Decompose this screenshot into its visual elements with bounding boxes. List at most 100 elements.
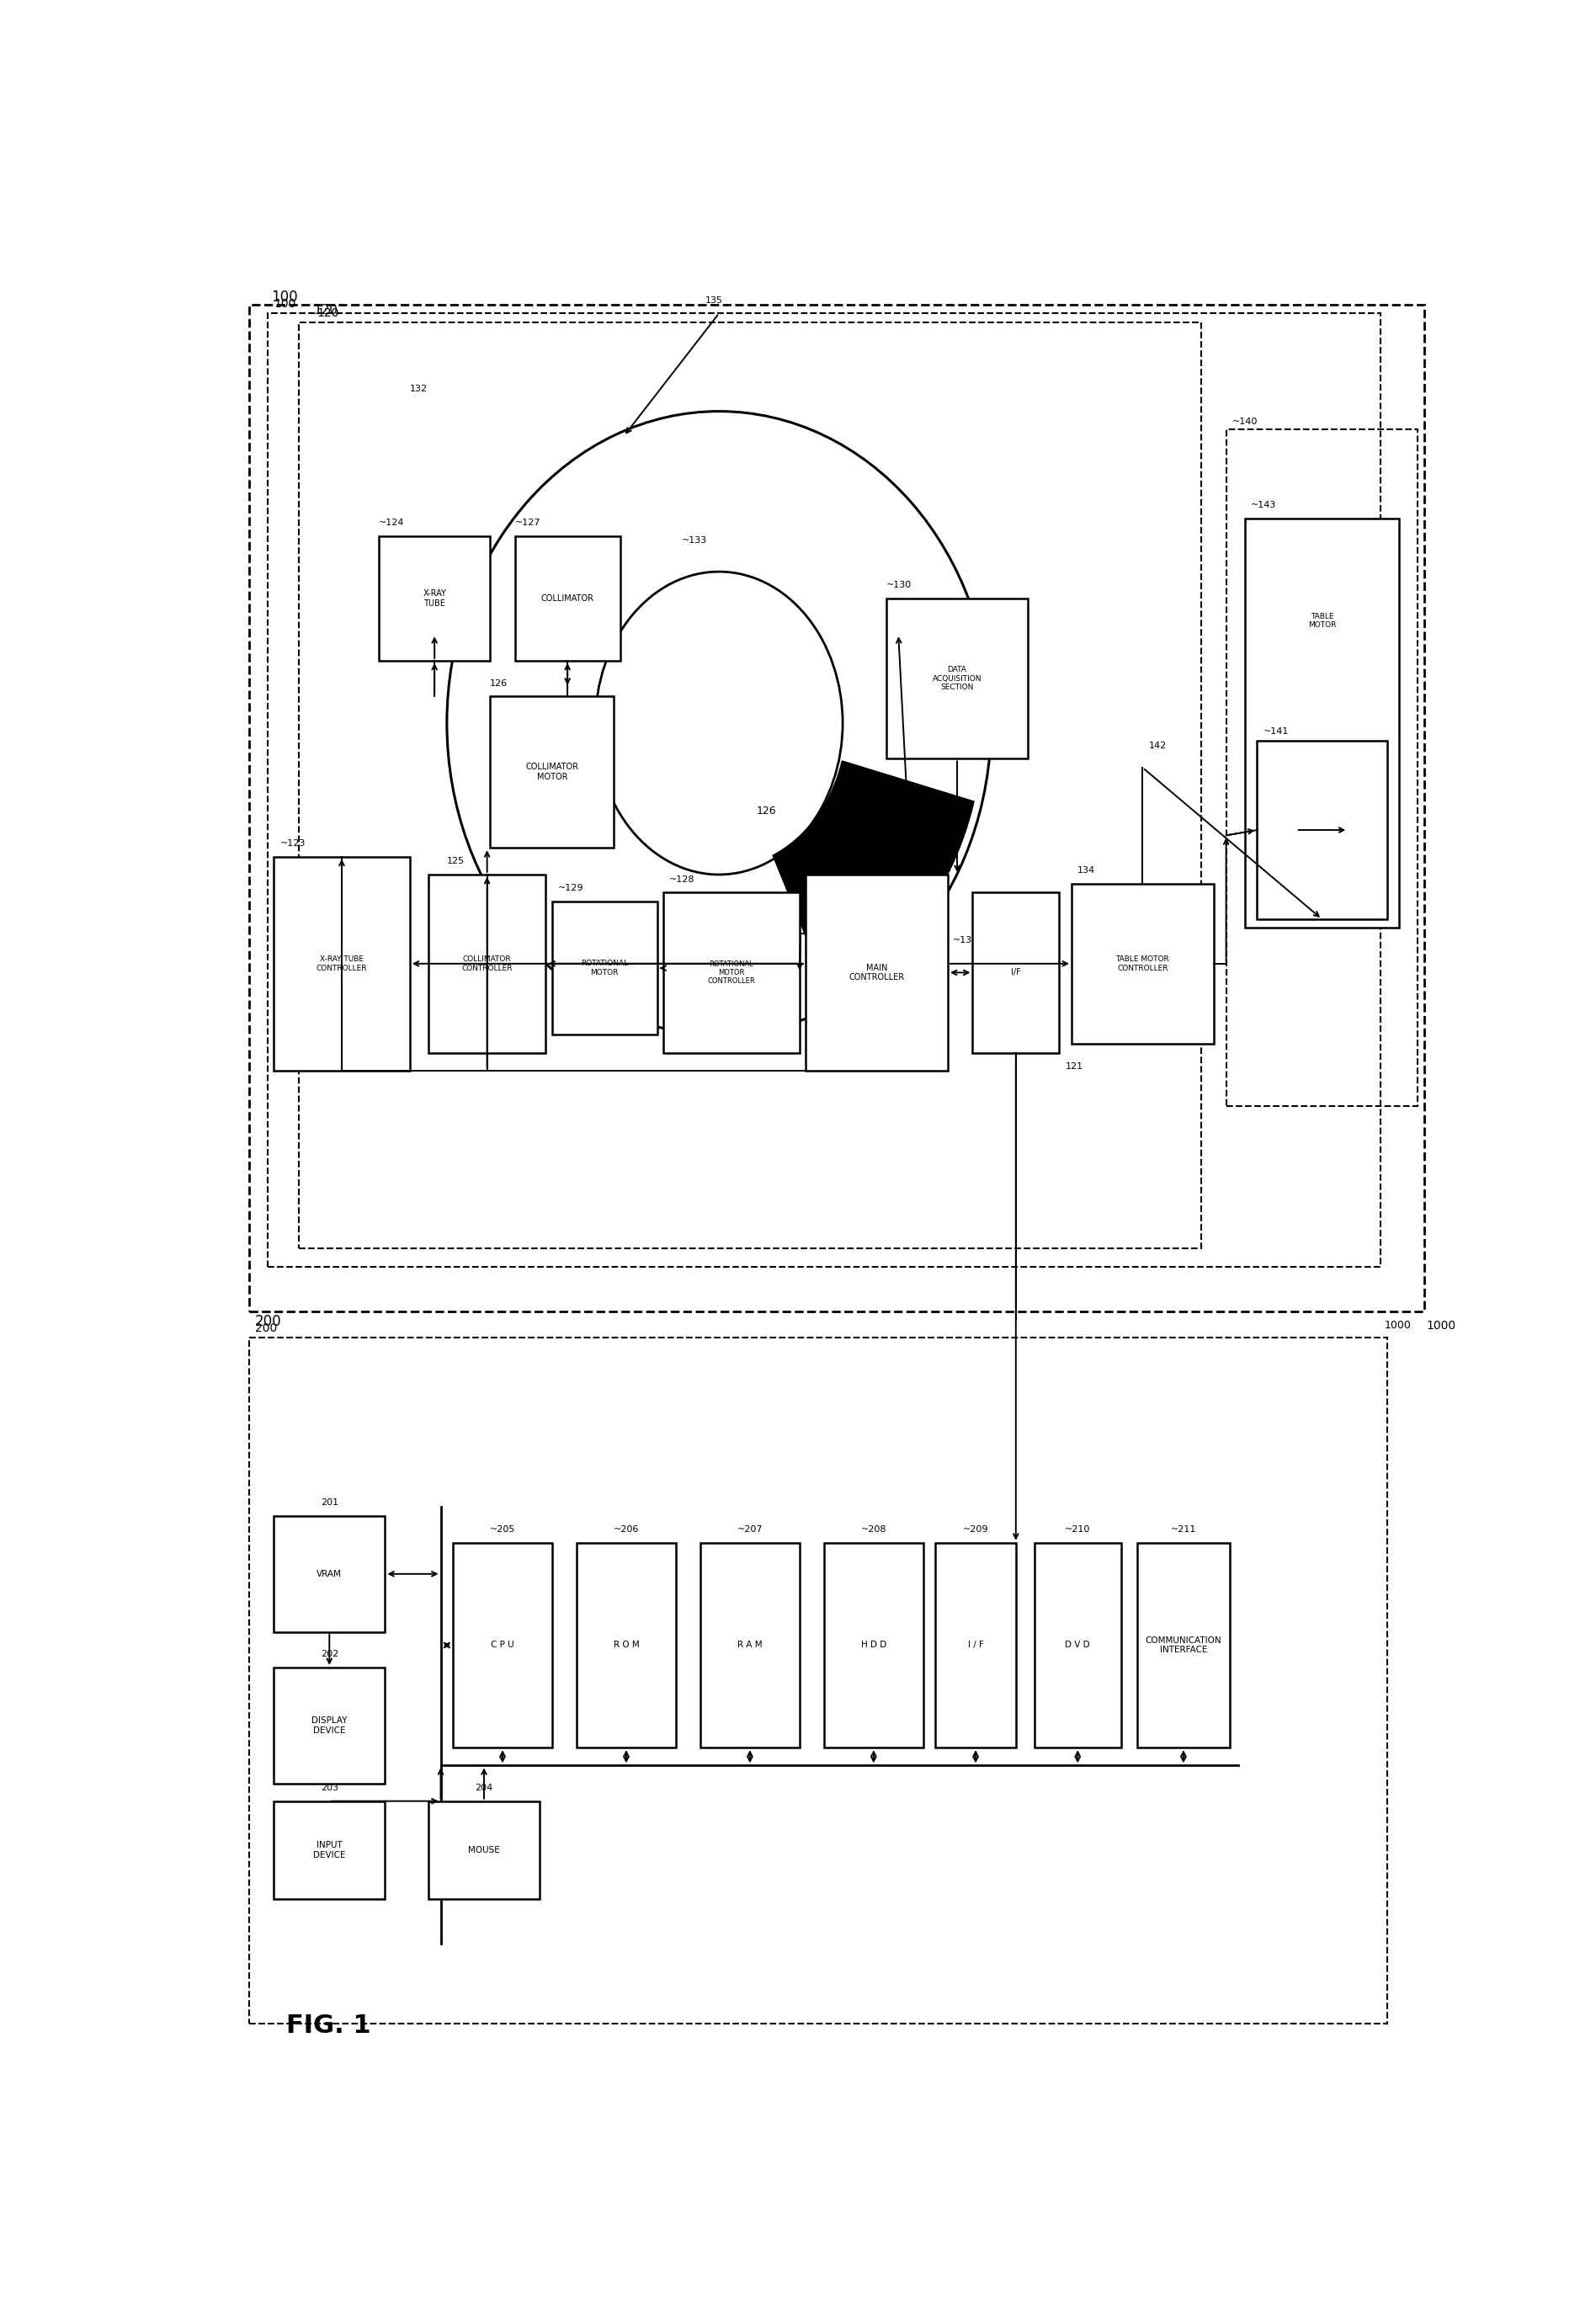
Text: ~128: ~128 <box>670 875 696 884</box>
Bar <box>1226 428 1417 1106</box>
Bar <box>824 1543 922 1747</box>
Polygon shape <box>804 828 900 946</box>
Bar <box>249 305 1424 1312</box>
Bar <box>275 1668 385 1784</box>
Polygon shape <box>787 845 863 979</box>
Polygon shape <box>839 768 970 821</box>
Bar <box>1034 1543 1120 1747</box>
Text: 200: 200 <box>255 1324 278 1335</box>
Polygon shape <box>790 842 871 974</box>
Text: ~205: ~205 <box>490 1525 516 1534</box>
Text: 125: 125 <box>447 856 464 865</box>
Polygon shape <box>780 849 851 988</box>
Polygon shape <box>800 835 889 958</box>
Text: D V D: D V D <box>1065 1641 1090 1650</box>
Text: I / F: I / F <box>967 1641 983 1650</box>
Text: R O M: R O M <box>613 1641 638 1650</box>
Bar <box>378 537 490 662</box>
Polygon shape <box>841 761 974 808</box>
Bar <box>428 875 546 1053</box>
Text: ~131: ~131 <box>953 935 978 944</box>
Text: H D D: H D D <box>860 1641 886 1650</box>
Text: DISPLAY
DEVICE: DISPLAY DEVICE <box>311 1717 348 1736</box>
Polygon shape <box>793 840 875 970</box>
Text: MOUSE: MOUSE <box>468 1847 500 1854</box>
Polygon shape <box>811 821 913 933</box>
Polygon shape <box>828 796 946 879</box>
Text: ~127: ~127 <box>516 518 541 528</box>
Polygon shape <box>832 789 954 865</box>
Polygon shape <box>822 808 934 902</box>
Text: ~130: ~130 <box>886 581 911 590</box>
Text: COLLIMATOR
MOTOR: COLLIMATOR MOTOR <box>525 764 578 782</box>
Text: TABLE
MOTOR: TABLE MOTOR <box>1309 613 1336 629</box>
Bar <box>552 902 658 1034</box>
Text: 120: 120 <box>318 308 340 319</box>
Bar <box>886 599 1028 759</box>
Text: MAIN
CONTROLLER: MAIN CONTROLLER <box>849 963 905 981</box>
Text: ~211: ~211 <box>1171 1525 1197 1534</box>
Polygon shape <box>841 764 972 812</box>
Bar <box>1245 518 1400 928</box>
Bar <box>275 1800 385 1900</box>
Text: 204: 204 <box>476 1784 493 1791</box>
Text: ~124: ~124 <box>378 518 404 528</box>
Bar <box>516 537 619 662</box>
Bar <box>972 893 1060 1053</box>
Polygon shape <box>835 780 962 847</box>
Polygon shape <box>784 849 855 986</box>
Text: COLLIMATOR
CONTROLLER: COLLIMATOR CONTROLLER <box>461 956 512 972</box>
Text: 100: 100 <box>271 289 298 305</box>
Text: COLLIMATOR: COLLIMATOR <box>541 595 594 602</box>
Text: ~141: ~141 <box>1262 727 1290 736</box>
Text: ~210: ~210 <box>1065 1525 1090 1534</box>
Bar <box>490 697 614 847</box>
Bar <box>268 312 1381 1266</box>
Polygon shape <box>788 845 867 977</box>
Text: ~123: ~123 <box>279 840 305 847</box>
Polygon shape <box>819 812 929 912</box>
Bar <box>576 1543 675 1747</box>
Text: 100: 100 <box>275 299 295 310</box>
Polygon shape <box>772 854 835 997</box>
Polygon shape <box>812 819 916 928</box>
Text: ~129: ~129 <box>559 884 584 893</box>
Polygon shape <box>835 782 959 852</box>
Bar <box>298 322 1202 1250</box>
Polygon shape <box>836 775 966 838</box>
Polygon shape <box>832 787 956 861</box>
Polygon shape <box>803 831 897 951</box>
Polygon shape <box>776 854 839 995</box>
Bar <box>275 856 410 1071</box>
Text: 126: 126 <box>757 805 776 817</box>
Text: ROTATIONAL
MOTOR
CONTROLLER: ROTATIONAL MOTOR CONTROLLER <box>707 960 755 986</box>
Polygon shape <box>830 791 951 870</box>
Text: ~208: ~208 <box>860 1525 886 1534</box>
Polygon shape <box>798 835 886 960</box>
Bar <box>935 1543 1015 1747</box>
Polygon shape <box>814 817 919 923</box>
Text: FIG. 1: FIG. 1 <box>286 2013 370 2039</box>
Bar <box>428 1800 539 1900</box>
Polygon shape <box>795 840 879 967</box>
Polygon shape <box>839 766 972 817</box>
Polygon shape <box>828 794 950 875</box>
Polygon shape <box>808 826 907 939</box>
Text: ~207: ~207 <box>737 1525 763 1534</box>
Text: DATA
ACQUISITION
SECTION: DATA ACQUISITION SECTION <box>932 666 982 692</box>
Polygon shape <box>824 805 937 898</box>
Text: 120: 120 <box>313 303 338 317</box>
Bar <box>1136 1543 1231 1747</box>
Text: ~133: ~133 <box>681 537 707 546</box>
Text: X-RAY
TUBE: X-RAY TUBE <box>423 590 447 609</box>
Polygon shape <box>838 773 967 833</box>
Text: 126: 126 <box>490 678 508 687</box>
Text: 200: 200 <box>255 1314 282 1328</box>
Text: 201: 201 <box>321 1499 338 1506</box>
Bar <box>664 893 800 1053</box>
Text: COMMUNICATION
INTERFACE: COMMUNICATION INTERFACE <box>1146 1636 1221 1655</box>
Bar <box>275 1516 385 1631</box>
Text: ~143: ~143 <box>1251 500 1277 509</box>
Bar <box>806 875 948 1071</box>
Text: 132: 132 <box>410 384 428 393</box>
